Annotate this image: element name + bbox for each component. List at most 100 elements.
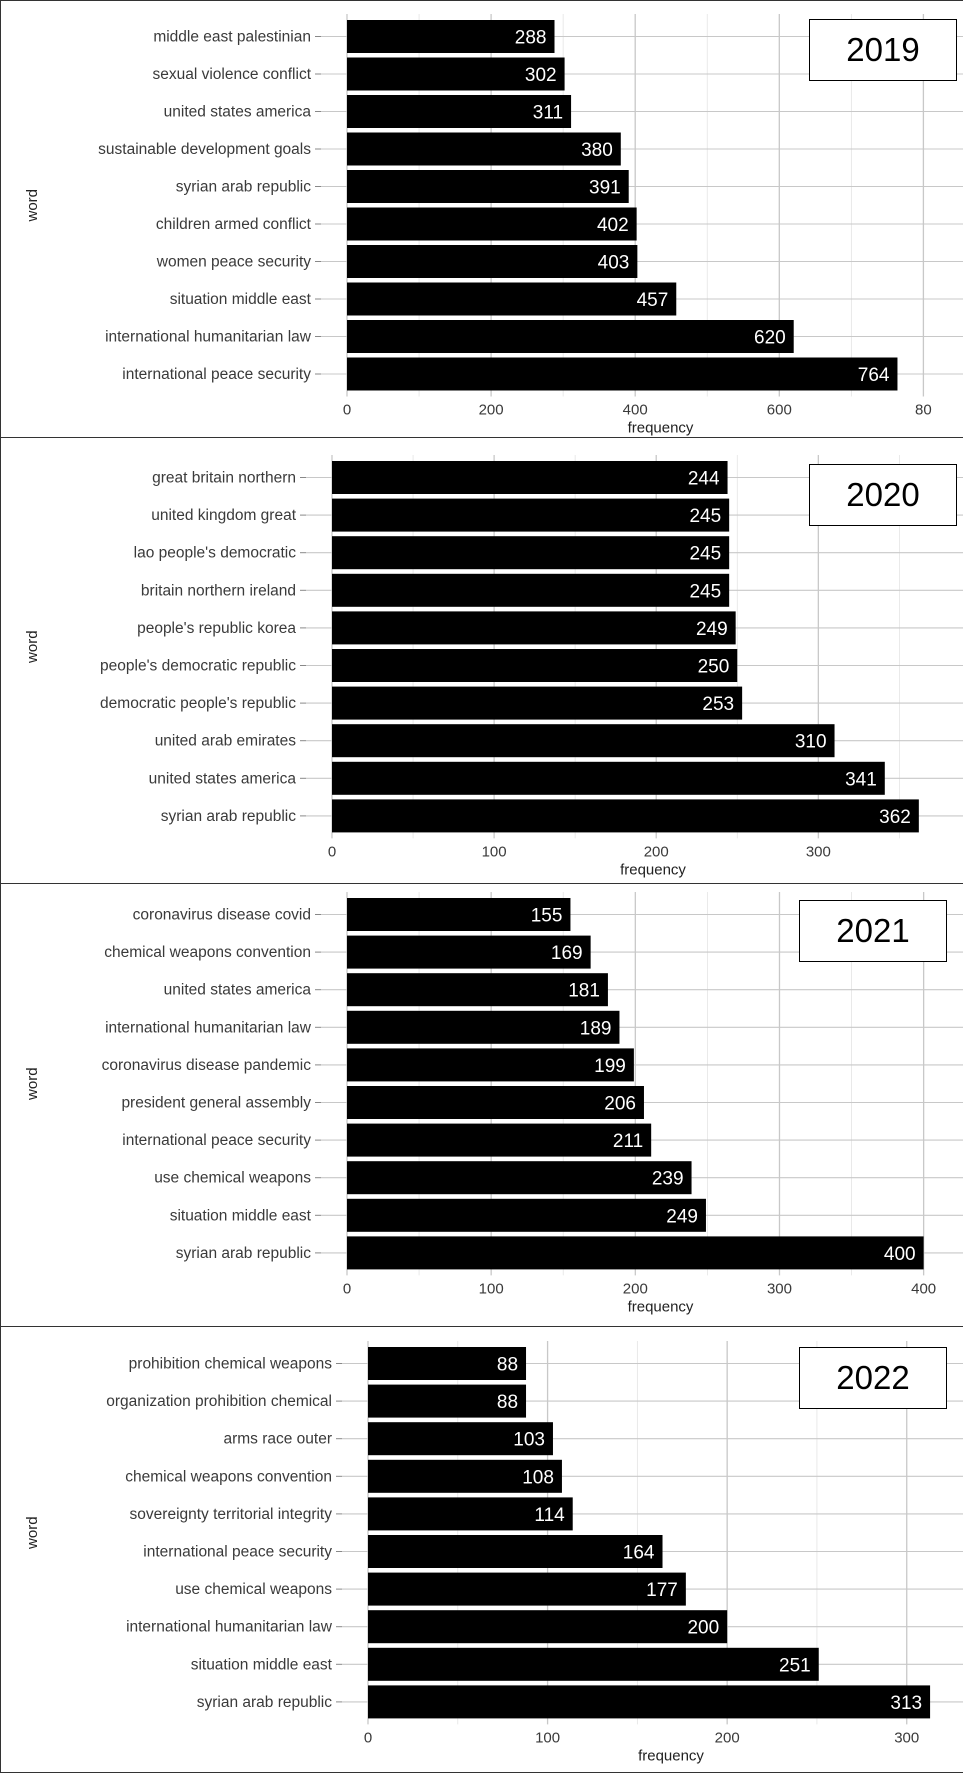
category-label: chemical weapons convention [104,944,311,961]
x-tick-label: 200 [479,402,504,419]
bar-value-label: 457 [637,290,669,311]
bar-value-label: 341 [845,769,877,790]
category-label: situation middle east [170,291,312,308]
bar-value-label: 114 [534,1505,565,1526]
x-axis-title: frequency [628,1298,694,1315]
category-label: sustainable development goals [98,141,311,158]
category-label: arms race outer [223,1431,332,1448]
bar-value-label: 108 [522,1467,554,1488]
category-label: lao people's democratic [134,545,297,562]
category-label: syrian arab republic [197,1694,333,1711]
x-axis-title: frequency [620,861,686,878]
bar [332,573,730,607]
bar [332,536,730,570]
bar-value-label: 402 [597,215,629,236]
x-tick-label: 300 [894,1729,919,1746]
bar-value-label: 103 [513,1430,545,1451]
bar-value-label: 245 [689,581,721,602]
bar-value-label: 313 [890,1693,922,1714]
category-label: situation middle east [191,1656,333,1673]
category-label: united states america [149,770,297,787]
bar-value-label: 199 [594,1056,626,1077]
bar-value-label: 164 [623,1543,655,1564]
bar [332,761,885,795]
bar [368,1459,562,1493]
bar-value-label: 249 [696,619,728,640]
bar [347,1161,692,1195]
x-tick-label: 300 [806,843,831,860]
chart-svg: 244 great britain northern 245 united kingd… [24,455,963,878]
y-axis-title: word [24,630,41,664]
bar-value-label: 155 [531,906,563,927]
category-label: international humanitarian law [105,329,312,346]
bar-value-label: 189 [580,1018,612,1039]
category-label: people's republic korea [137,620,296,637]
panel-year-label: 2022 [799,1347,947,1409]
bar-value-label: 249 [666,1206,698,1227]
bar-value-label: 380 [581,140,613,161]
x-tick-label: 400 [911,1280,936,1297]
bar-value-label: 251 [779,1655,811,1676]
bar-value-label: 288 [515,28,547,49]
panel-year-label: 2019 [809,19,957,81]
bar [332,649,738,682]
bar [332,724,835,758]
bar-value-label: 239 [652,1169,684,1190]
bar [347,20,555,53]
x-tick-label: 100 [479,1280,504,1297]
x-tick-label: 200 [715,1729,740,1746]
chart-panel: 155 coronavirus disease covid 169 chemical … [0,884,963,1327]
category-label: international peace security [122,1132,311,1149]
category-label: use chemical weapons [154,1170,311,1187]
chart-panel: 244 great britain northern 245 united kingd… [0,438,963,884]
bar-value-label: 311 [533,103,563,124]
bar [347,170,629,203]
category-label: great britain northern [152,470,296,487]
chart-panel: 88 prohibition chemical weapons 88 organiza… [0,1327,963,1773]
bar-value-label: 391 [589,178,621,199]
category-label: women peace security [156,254,311,271]
bar-value-label: 400 [884,1244,916,1265]
x-tick-label: 100 [535,1729,560,1746]
bar [368,1610,728,1644]
bar [347,207,637,241]
x-tick-label: 0 [343,1280,351,1297]
bar-value-label: 211 [613,1131,643,1152]
bar [347,57,565,91]
category-label: use chemical weapons [175,1581,332,1598]
bar [347,973,608,1007]
bar-value-label: 244 [688,469,720,490]
bar [368,1685,931,1719]
bar-value-label: 200 [687,1618,719,1639]
category-label: people's democratic republic [100,658,296,675]
y-axis-title: word [24,1067,41,1101]
bar [368,1422,553,1456]
category-label: democratic people's republic [100,695,296,712]
bar [347,898,571,931]
x-tick-label: 0 [328,843,336,860]
bar [332,611,736,645]
bar [368,1647,819,1681]
bar-value-label: 88 [497,1355,518,1376]
x-axis-title: frequency [628,420,694,437]
bar [347,1010,620,1044]
category-label: sexual violence conflict [152,66,311,83]
bar-value-label: 620 [754,328,786,349]
category-label: sovereignty territorial integrity [130,1506,333,1523]
bar [347,1236,924,1270]
x-tick-label: 300 [767,1280,792,1297]
category-label: syrian arab republic [176,1245,312,1262]
chart-svg: 288 middle east palestinian 302 sexual viol… [24,14,963,437]
bar [332,498,730,532]
category-label: middle east palestinian [153,29,311,46]
bar-value-label: 206 [604,1094,636,1115]
x-tick-label: 200 [644,843,669,860]
category-label: international humanitarian law [126,1619,333,1636]
category-label: united states america [164,104,312,121]
panel-year-label: 2021 [799,900,947,962]
bar-value-label: 250 [698,657,730,678]
category-label: united arab emirates [155,733,297,750]
bar-value-label: 764 [858,365,890,386]
category-label: international humanitarian law [105,1019,312,1036]
